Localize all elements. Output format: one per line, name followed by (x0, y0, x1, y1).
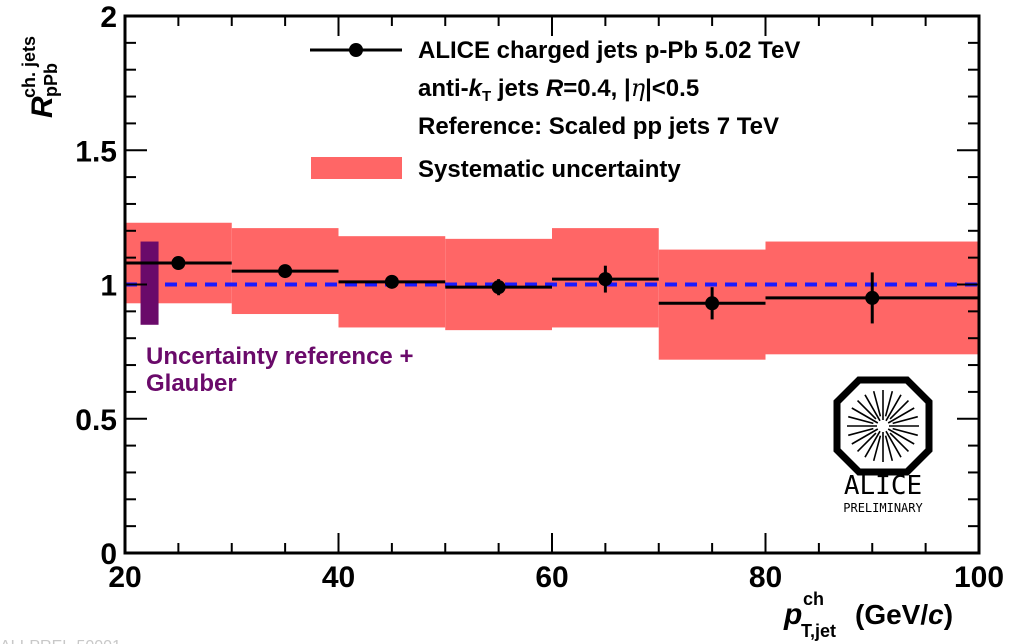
alice-logo-ray-15 (856, 399, 877, 420)
x-tick-label-0: 20 (108, 561, 141, 594)
y-tick-label-3: 1.5 (75, 135, 117, 168)
x-axis-label-sup: ch (803, 589, 824, 609)
normalization-uncertainty-group (140, 241, 159, 325)
alice-logo-ray-23 (892, 415, 918, 425)
alice-logo-ray-16 (864, 394, 881, 422)
alice-logo-ray-19 (884, 391, 894, 417)
x-axis-label-unit: (GeV/c) (855, 599, 953, 630)
y-axis-label-sup: ch. jets (19, 36, 39, 98)
norm-uncertainty-label-line1: Uncertainty reference + (146, 343, 413, 370)
data-point-1 (231, 264, 339, 279)
legend-entry-systematic: Systematic uncertainty (418, 156, 681, 183)
axis-ticks (124, 15, 980, 554)
legend-entry-reference: Reference: Scaled pp jets 7 TeV (418, 113, 779, 140)
legend-entry-jets: anti-kT jets R=0.4, |η|<0.5 (418, 74, 699, 105)
data-marker-5 (705, 296, 720, 311)
y-axis-label-sub: pPb (41, 63, 61, 97)
systematic-uncertainty-bands (125, 222, 979, 360)
y-tick-label-2: 1 (100, 270, 117, 303)
alice-logo-ray-13 (848, 415, 874, 425)
data-marker-3 (491, 280, 506, 295)
legend-entry-series: ALICE charged jets p-Pb 5.02 TeV (418, 37, 800, 64)
alice-logo-ray-7 (872, 435, 882, 461)
x-axis-label-sub: T,jet (801, 621, 836, 641)
y-axis-label: R (26, 96, 59, 118)
legend: ALICE charged jets p-Pb 5.02 TeV anti-kT… (310, 37, 800, 183)
figure-id: ALI-PREL-50001 (0, 638, 121, 644)
data-point-6 (765, 272, 979, 324)
legend-marker-band (311, 157, 402, 179)
data-point-4 (552, 265, 659, 293)
tick-labels: 20 40 60 80 100 0 0.5 1 1.5 2 (75, 1, 1004, 594)
alice-logo-text: ALICE (844, 471, 922, 501)
data-marker-2 (384, 274, 399, 289)
x-tick-label-4: 100 (954, 561, 1004, 594)
y-tick-label-4: 2 (100, 1, 117, 34)
x-axis-label: p (783, 598, 802, 631)
data-point-5 (658, 287, 766, 320)
alice-logo-ray-20 (885, 394, 902, 422)
x-tick-label-1: 40 (322, 561, 355, 594)
y-tick-label-0: 0 (100, 538, 117, 571)
norm-uncertainty-label-line2: Glauber (146, 370, 237, 397)
alice-logo-ray-4 (885, 430, 902, 458)
data-marker-1 (278, 264, 293, 279)
alice-logo-ray-9 (856, 432, 877, 453)
data-marker-6 (865, 290, 880, 305)
alice-logo-ray-21 (889, 399, 910, 420)
alice-logo-octagon (833, 376, 933, 476)
x-tick-label-2: 60 (535, 561, 568, 594)
alice-logo-ray-2 (887, 428, 915, 445)
data-marker-0 (171, 256, 186, 271)
alice-logo-ray-10 (851, 428, 879, 445)
alice-logo-ray-22 (887, 407, 915, 424)
alice-logo-ray-3 (889, 432, 910, 453)
legend-marker-dot (349, 43, 363, 57)
y-tick-label-1: 0.5 (75, 404, 117, 437)
data-points (125, 256, 979, 324)
alice-logo: ALICE PRELIMINARY (833, 376, 933, 515)
alice-logo-ray-8 (864, 430, 881, 458)
alice-logo-ray-1 (892, 427, 918, 437)
data-marker-4 (598, 272, 613, 287)
alice-logo-ray-14 (851, 407, 879, 424)
alice-logo-ray-5 (884, 435, 894, 461)
alice-logo-ray-11 (848, 427, 874, 437)
data-point-3 (445, 279, 552, 296)
data-point-2 (338, 274, 446, 289)
alice-logo-ray-17 (872, 391, 882, 417)
data-point-0 (125, 256, 232, 271)
normalization-uncertainty-bar (140, 241, 159, 325)
x-tick-label-3: 80 (749, 561, 782, 594)
alice-logo-rays (847, 390, 919, 462)
alice-logo-subtext: PRELIMINARY (843, 501, 923, 515)
